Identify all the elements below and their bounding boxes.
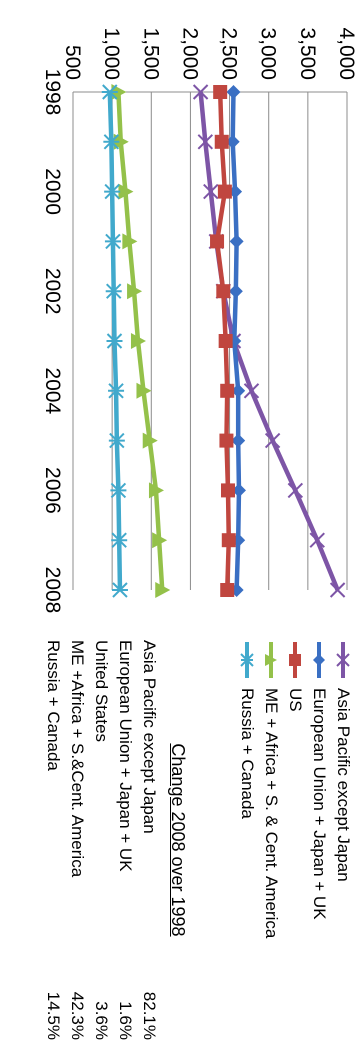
legend-label: European Union + Japan + UK <box>310 688 329 920</box>
data-point-russia-canada <box>101 84 118 100</box>
change-table-title: Change 2008 over 1998 <box>168 743 188 937</box>
data-point-russia-canada <box>111 582 128 598</box>
data-point-european-union-japan-uk <box>228 184 243 199</box>
data-point-us <box>218 334 233 348</box>
data-point-me-africa-s-cent-america <box>142 432 158 449</box>
data-point-me-africa-s-cent-america <box>118 183 134 200</box>
change-row-value: 3.6% <box>92 1001 111 1040</box>
data-point-us <box>219 433 234 448</box>
y-tick-label: 3,500 <box>296 27 319 80</box>
data-point-asia-pacific-except-japan <box>264 432 281 449</box>
data-point-us <box>220 583 235 597</box>
data-point-european-union-japan-uk <box>226 85 241 99</box>
data-point-me-africa-s-cent-america <box>130 333 146 349</box>
y-tick-label: 4,000 <box>335 27 358 80</box>
y-tick-label: 500 <box>61 45 84 80</box>
change-row-label: United States <box>92 640 111 743</box>
data-point-me-africa-s-cent-america <box>113 133 129 150</box>
data-point-me-africa-s-cent-america <box>155 582 171 598</box>
data-point-us <box>216 284 231 299</box>
data-point-us <box>220 383 235 398</box>
data-point-russia-canada <box>108 432 125 449</box>
change-row-label: Russia + Canada <box>44 640 63 771</box>
data-point-european-union-japan-uk <box>231 483 246 498</box>
data-point-russia-canada <box>104 233 121 250</box>
x-tick-label: 2000 <box>41 168 64 215</box>
data-point-russia-canada <box>106 333 123 349</box>
y-tick-label: 3,000 <box>257 27 280 80</box>
y-tick-label: 2,000 <box>178 27 201 80</box>
data-point-me-africa-s-cent-america <box>127 283 143 300</box>
data-point-me-africa-s-cent-america <box>122 233 138 250</box>
legend-label: Russia + Canada <box>238 688 257 819</box>
data-point-me-africa-s-cent-america <box>152 532 168 549</box>
data-point-asia-pacific-except-japan <box>309 532 325 548</box>
change-table: Change 2008 over 1998 Asia Pacific excep… <box>41 640 188 1040</box>
x-tick-label: 2004 <box>41 367 64 414</box>
legend-swatch <box>313 642 325 678</box>
x-tick-label: 2006 <box>41 467 64 514</box>
legend-swatch <box>240 642 254 678</box>
legend-label: Asia Pacific except Japan <box>334 688 353 882</box>
data-point-european-union-japan-uk <box>229 234 244 249</box>
data-point-asia-pacific-except-japan <box>197 134 214 150</box>
chart-legend: Asia Pacific except Japan European Union … <box>235 640 355 1040</box>
x-tick-label: 2002 <box>41 268 64 315</box>
legend-item-me-africa-s-cent-america: ME + Africa + S. & Cent. America <box>259 640 283 1040</box>
legend-swatch <box>265 642 277 678</box>
legend-item-us: US <box>283 640 307 1040</box>
data-point-us <box>210 234 225 249</box>
legend-swatch <box>289 642 301 678</box>
change-row-value: 42.3% <box>68 991 87 1040</box>
change-table-row: United States 3.6% <box>89 640 113 1040</box>
change-table-row: Russia + Canada 14.5% <box>41 640 65 1040</box>
legend-item-asia-pacific-except-japan: Asia Pacific except Japan <box>331 640 355 1040</box>
change-row-value: 82.1% <box>140 991 159 1040</box>
data-point-asia-pacific-except-japan <box>329 582 346 598</box>
data-point-russia-canada <box>105 283 122 299</box>
change-row-label: Asia Pacific except Japan <box>140 640 159 834</box>
change-row-label: European Union + Japan + UK <box>116 640 135 872</box>
data-point-me-africa-s-cent-america <box>136 382 152 399</box>
data-point-us <box>221 533 236 548</box>
x-tick-label: 2008 <box>41 567 64 614</box>
data-point-russia-canada <box>110 482 127 499</box>
data-point-russia-canada <box>108 383 125 399</box>
change-table-rows: Asia Pacific except Japan 82.1% European U… <box>41 640 161 1040</box>
data-point-asia-pacific-except-japan <box>243 383 260 399</box>
y-tick-label: 1,000 <box>100 27 123 80</box>
legend-label: ME + Africa + S. & Cent. America <box>262 688 281 939</box>
legend-swatch <box>336 642 350 678</box>
change-row-value: 1.6% <box>116 1001 135 1040</box>
data-point-asia-pacific-except-japan <box>192 84 209 100</box>
data-point-us <box>214 134 229 149</box>
change-table-row: Asia Pacific except Japan 82.1% <box>137 640 161 1040</box>
data-point-european-union-japan-uk <box>228 284 243 299</box>
data-point-asia-pacific-except-japan <box>203 183 219 200</box>
change-table-row: ME +Africa + S.&Cent. America 42.3% <box>65 640 89 1040</box>
legend-item-russia-canada: Russia + Canada <box>235 640 259 1040</box>
data-point-european-union-japan-uk <box>225 134 240 149</box>
legend-label: US <box>286 688 305 712</box>
data-point-us <box>217 184 232 199</box>
data-point-russia-canada <box>104 183 121 200</box>
data-point-russia-canada <box>111 532 128 548</box>
change-table-row: European Union + Japan + UK 1.6% <box>113 640 137 1040</box>
y-tick-label: 2,500 <box>218 27 241 80</box>
y-tick-label: 1,500 <box>139 27 162 80</box>
x-tick-label: 1998 <box>41 69 64 116</box>
legend-item-european-union-japan-uk: European Union + Japan + UK <box>307 640 331 1040</box>
data-point-russia-canada <box>103 134 120 150</box>
change-row-value: 14.5% <box>44 991 63 1040</box>
change-row-label: ME +Africa + S.&Cent. America <box>68 640 87 878</box>
data-point-us <box>221 483 236 498</box>
data-point-asia-pacific-except-japan <box>287 482 304 499</box>
data-point-us <box>213 85 228 99</box>
data-point-me-africa-s-cent-america <box>148 482 164 499</box>
